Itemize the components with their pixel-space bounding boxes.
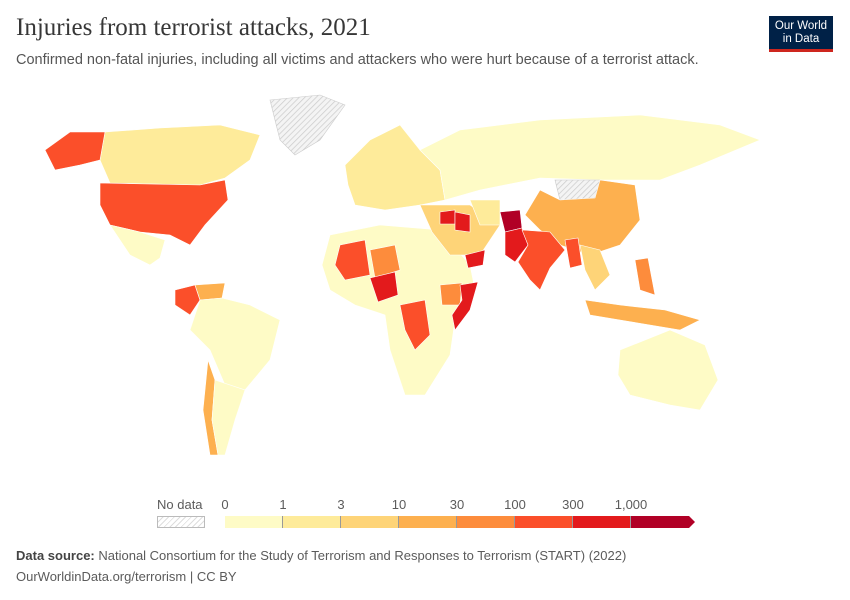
source-link[interactable]: OurWorldinData.org/terrorism | CC BY bbox=[16, 569, 237, 584]
country-se-asia[interactable] bbox=[579, 244, 611, 291]
legend-tick: 300 bbox=[562, 497, 584, 512]
country-yemen[interactable] bbox=[464, 249, 486, 269]
legend-tick: 1 bbox=[279, 497, 287, 512]
legend-tick: 100 bbox=[504, 497, 526, 512]
country-brazil[interactable] bbox=[189, 297, 281, 391]
legend-tick: 3 bbox=[337, 497, 345, 512]
country-canada[interactable] bbox=[99, 124, 261, 186]
country-myanmar[interactable] bbox=[564, 237, 583, 269]
legend-tick: 10 bbox=[391, 497, 407, 512]
country-iran-ca[interactable] bbox=[469, 199, 501, 226]
legend-no-data-label: No data bbox=[157, 497, 203, 512]
country-venezuela[interactable] bbox=[194, 282, 226, 301]
legend-bin bbox=[457, 516, 515, 528]
country-philippines[interactable] bbox=[634, 257, 656, 296]
legend-color-bar bbox=[225, 516, 695, 528]
legend-bin bbox=[341, 516, 399, 528]
legend-bin bbox=[515, 516, 573, 528]
page-title: Injuries from terrorist attacks, 2021 bbox=[16, 14, 371, 41]
country-nigeria[interactable] bbox=[369, 271, 399, 303]
country-pakistan[interactable] bbox=[504, 227, 529, 263]
legend-bin bbox=[399, 516, 457, 528]
country-alaska-us-[interactable] bbox=[44, 131, 106, 171]
legend-bin bbox=[631, 516, 689, 528]
country-ethiopia[interactable] bbox=[439, 282, 463, 306]
country-europe[interactable] bbox=[344, 124, 446, 211]
legend-bin bbox=[573, 516, 631, 528]
legend-tick: 0 bbox=[221, 497, 229, 512]
legend-no-data-swatch bbox=[157, 516, 205, 528]
country-mongolia[interactable] bbox=[554, 179, 601, 201]
legend-bin bbox=[283, 516, 341, 528]
legend-arrow bbox=[689, 516, 695, 528]
country-greenland[interactable] bbox=[269, 94, 346, 156]
country-india[interactable] bbox=[517, 229, 566, 291]
data-source: Data source: National Consortium for the… bbox=[16, 548, 627, 563]
legend-tick: 1,000 bbox=[614, 497, 648, 512]
legend-bin bbox=[225, 516, 283, 528]
country-russia[interactable] bbox=[419, 114, 761, 201]
country-mali[interactable] bbox=[334, 239, 371, 281]
country-dr-congo[interactable] bbox=[399, 299, 431, 351]
legend-tick: 30 bbox=[449, 497, 465, 512]
country-argentina[interactable] bbox=[211, 379, 246, 456]
owid-logo[interactable]: Our World in Data bbox=[769, 16, 833, 52]
subtitle: Confirmed non-fatal injuries, including … bbox=[16, 52, 699, 68]
country-indonesia[interactable] bbox=[584, 299, 701, 331]
country-niger[interactable] bbox=[369, 244, 401, 279]
world-map[interactable] bbox=[0, 90, 850, 490]
country-colombia[interactable] bbox=[174, 284, 201, 316]
country-syria[interactable] bbox=[439, 209, 456, 225]
country-iraq[interactable] bbox=[454, 211, 471, 233]
country-somalia[interactable] bbox=[451, 281, 479, 331]
country-mexico[interactable] bbox=[109, 224, 166, 266]
country-united-states[interactable] bbox=[99, 179, 229, 246]
country-australia[interactable] bbox=[617, 329, 719, 411]
